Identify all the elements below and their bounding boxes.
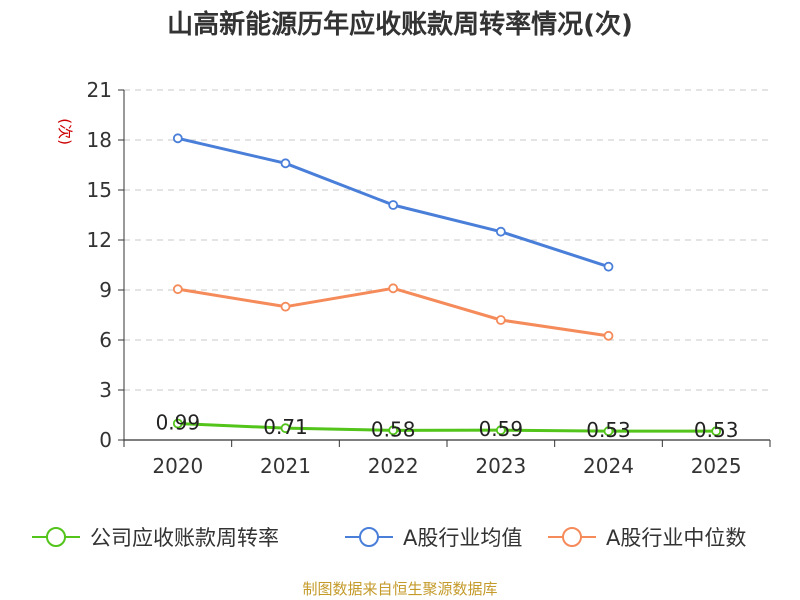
y-tick-label: 3 [99, 378, 112, 402]
data-point [172, 418, 183, 429]
data-point [495, 315, 506, 325]
y-tick-label: 12 [87, 228, 112, 252]
x-tick-label: 2021 [260, 454, 311, 478]
data-point [603, 261, 614, 272]
axes: 0 3 6 9 12 15 18 21 2020 2021 2022 2023 2024 2025 (次) [56, 78, 771, 478]
data-point [388, 283, 399, 294]
data-point [172, 133, 183, 144]
series [172, 133, 722, 437]
x-tick-label: 2025 [691, 454, 742, 478]
legend-label: A股行业均值 [403, 526, 522, 550]
chart-title: 山高新能源历年应收账款周转率情况(次) [167, 10, 633, 40]
data-label: 0.53 [586, 418, 631, 442]
data-point [495, 425, 506, 436]
x-tick-label: 2023 [475, 454, 526, 478]
data-label: 0.59 [479, 417, 524, 441]
y-tick-label: 21 [87, 78, 112, 102]
legend: 公司应收账款周转率 A股行业均值 A股行业中位数 [32, 526, 746, 550]
data-point [388, 425, 399, 436]
y-tick-label: 9 [99, 278, 112, 302]
data-label: 0.99 [156, 411, 201, 435]
y-tick-label: 15 [87, 178, 112, 202]
x-tick-label: 2022 [368, 454, 419, 478]
data-label: 0.58 [371, 417, 416, 441]
legend-marker [46, 527, 66, 547]
source-note: 制图数据来自恒生聚源数据库 [302, 580, 498, 598]
legend-marker [359, 527, 379, 547]
data-point [280, 423, 291, 434]
y-tick-label: 18 [87, 128, 112, 152]
y-tick-label: 0 [99, 428, 112, 452]
data-point [603, 330, 614, 341]
data-point [603, 426, 614, 437]
data-point [172, 284, 183, 295]
data-point [280, 158, 291, 169]
data-point [280, 301, 291, 312]
data-label: 0.53 [694, 418, 739, 442]
series-line [176, 422, 718, 433]
x-tick-label: 2020 [152, 454, 203, 478]
legend-label: A股行业中位数 [606, 526, 746, 550]
data-point [495, 226, 506, 237]
legend-label: 公司应收账款周转率 [90, 526, 279, 550]
y-tick-label: 6 [99, 328, 112, 352]
series-line [176, 286, 610, 338]
data-point [388, 200, 399, 210]
legend-marker [562, 527, 582, 547]
data-point [711, 426, 722, 437]
y-axis-label: (次) [56, 118, 74, 145]
grid-lines [124, 89, 770, 391]
data-labels: 0.99 0.71 0.58 0.59 0.53 0.53 [156, 411, 739, 443]
data-label: 0.71 [263, 415, 308, 439]
x-tick-label: 2024 [583, 454, 634, 478]
